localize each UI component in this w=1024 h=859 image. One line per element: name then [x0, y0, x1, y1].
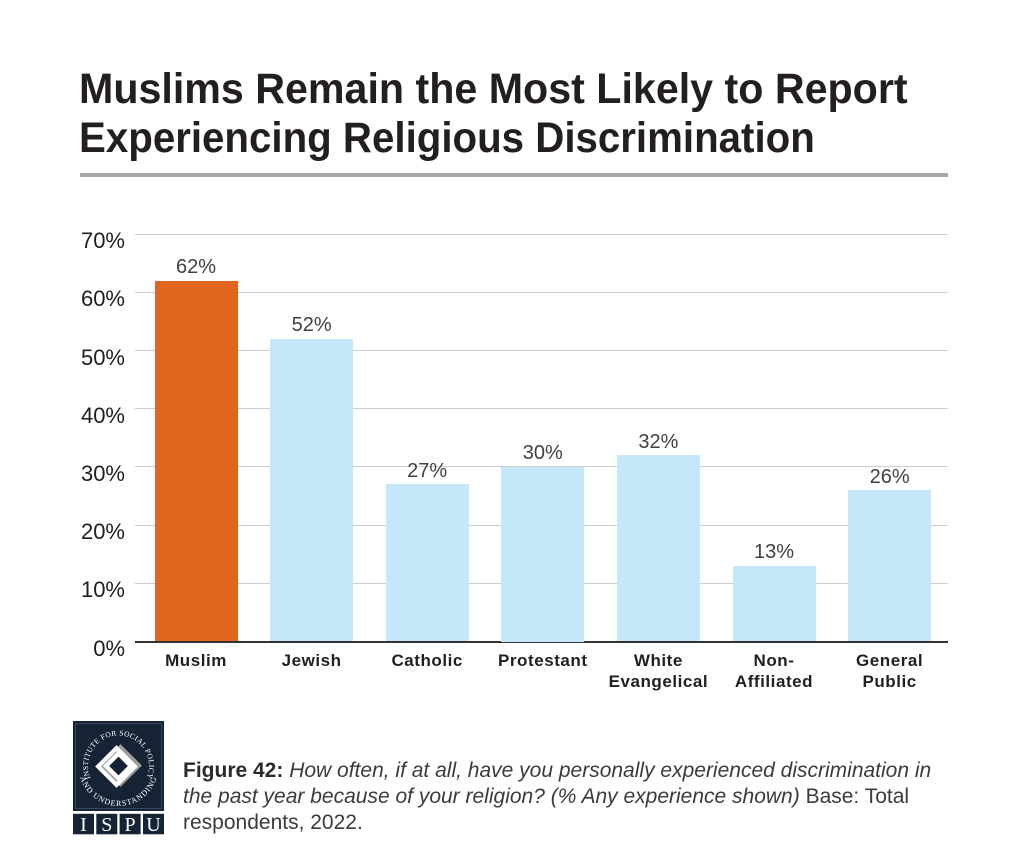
svg-text:I: I	[80, 814, 87, 836]
svg-text:S: S	[101, 814, 112, 836]
svg-text:P: P	[125, 814, 136, 836]
svg-text:U: U	[146, 814, 161, 836]
